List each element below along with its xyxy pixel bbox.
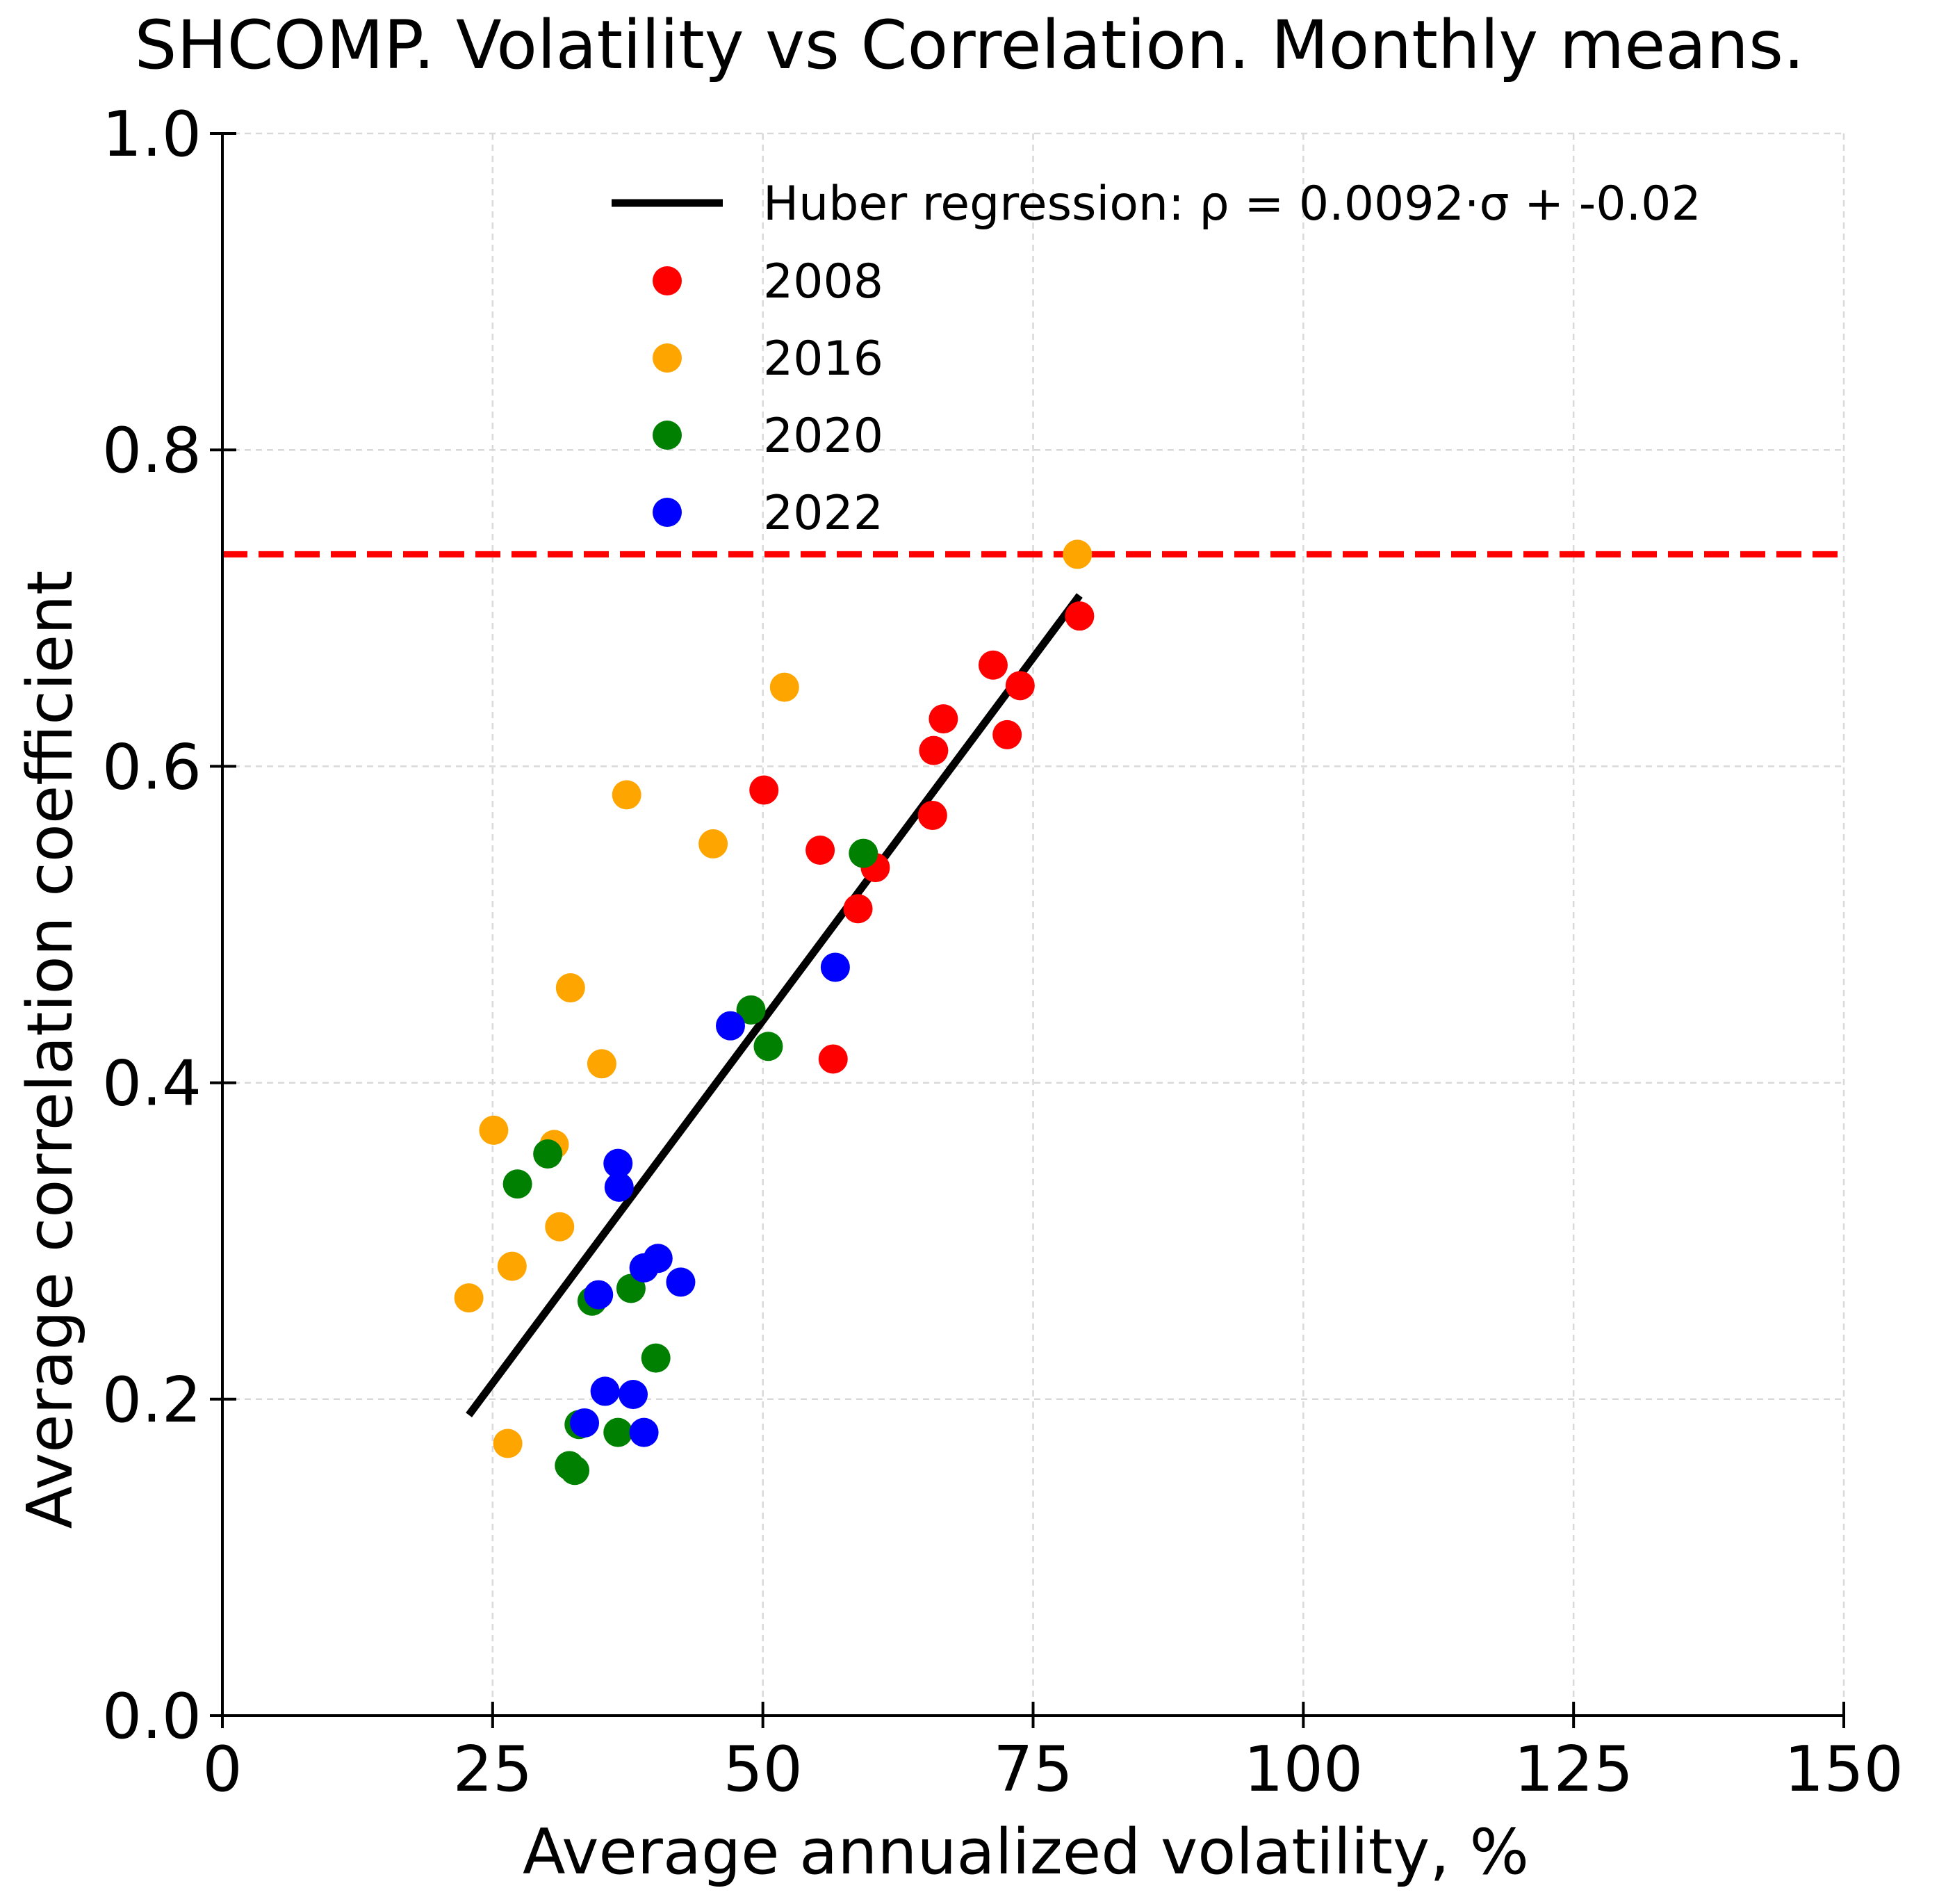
- x-tick-label: 75: [993, 1733, 1073, 1806]
- data-point-2022: [604, 1172, 634, 1202]
- data-point-2020: [560, 1456, 590, 1486]
- data-point-2008: [919, 735, 949, 765]
- x-tick-label: 100: [1243, 1733, 1363, 1806]
- legend-label-2020: 2020: [763, 409, 883, 464]
- grid-lines: [222, 132, 1845, 1716]
- data-point-2022: [629, 1417, 659, 1447]
- x-tick-label: 25: [453, 1733, 533, 1806]
- data-point-2008: [929, 704, 958, 734]
- data-point-2008: [843, 894, 873, 924]
- legend-label-2016: 2016: [763, 332, 883, 387]
- data-point-2020: [849, 838, 878, 868]
- data-points: [454, 539, 1095, 1486]
- data-point-2016: [493, 1429, 523, 1458]
- data-point-2022: [666, 1267, 696, 1297]
- data-point-2022: [590, 1376, 620, 1406]
- data-point-2022: [716, 1011, 746, 1041]
- y-tick-label: 0.2: [102, 1364, 202, 1437]
- data-point-2020: [736, 995, 766, 1025]
- data-point-2008: [1005, 671, 1035, 701]
- data-point-2022: [820, 952, 850, 982]
- data-point-2020: [603, 1417, 633, 1447]
- chart-legend: Huber regression: ρ = 0.0092·σ + -0.02 20…: [612, 177, 1701, 541]
- data-point-2008: [992, 719, 1022, 749]
- y-tick-label: 1.0: [102, 98, 202, 171]
- data-point-2020: [641, 1343, 671, 1373]
- legend-marker-2008: [653, 266, 682, 295]
- data-point-2022: [619, 1379, 648, 1409]
- data-point-2022: [570, 1408, 600, 1438]
- data-point-2008: [978, 650, 1008, 680]
- legend-regression-label: Huber regression: ρ = 0.0092·σ + -0.02: [763, 177, 1701, 231]
- regression-line: [466, 593, 1083, 1417]
- data-point-2016: [587, 1049, 616, 1079]
- x-tick-label: 50: [723, 1733, 803, 1806]
- data-point-2016: [769, 672, 799, 702]
- legend-marker-2020: [653, 421, 682, 450]
- data-point-2022: [603, 1148, 633, 1178]
- y-tick-label: 0.4: [102, 1048, 202, 1121]
- y-tick-label: 0.6: [102, 731, 202, 804]
- x-tick-label: 125: [1514, 1733, 1633, 1806]
- legend-marker-2016: [653, 343, 682, 373]
- legend-label-2008: 2008: [763, 254, 883, 309]
- y-axis-label: Average correlation coefficient: [14, 571, 87, 1529]
- data-point-2022: [629, 1253, 659, 1283]
- data-point-2008: [805, 836, 835, 865]
- data-point-2022: [584, 1280, 614, 1310]
- data-point-2020: [753, 1032, 783, 1061]
- chart-title: SHCOMP. Volatility vs Correlation. Month…: [135, 6, 1805, 84]
- data-point-2016: [555, 973, 585, 1003]
- data-point-2020: [533, 1139, 563, 1169]
- x-tick-label: 150: [1784, 1733, 1904, 1806]
- data-point-2016: [1063, 539, 1093, 569]
- data-point-2020: [502, 1169, 532, 1199]
- regression-line-layer: [466, 593, 1083, 1417]
- x-tick-label: 0: [202, 1733, 242, 1806]
- data-point-2016: [612, 780, 641, 810]
- data-point-2008: [1065, 601, 1095, 631]
- x-axis-label: Average annualized volatility, %: [523, 1816, 1529, 1889]
- data-point-2016: [497, 1251, 527, 1281]
- data-point-2008: [818, 1044, 848, 1074]
- data-point-2016: [698, 829, 728, 859]
- tick-labels: 0 25 50 75 100 125 150 0.0 0.2 0.4 0.6 0.8 1.0: [102, 98, 1904, 1806]
- y-tick-label: 0.8: [102, 414, 202, 487]
- data-point-2016: [454, 1283, 484, 1313]
- legend-label-2022: 2022: [763, 486, 883, 541]
- data-point-2008: [917, 800, 947, 830]
- legend-marker-2022: [653, 498, 682, 527]
- data-point-2008: [749, 775, 779, 805]
- data-point-2016: [545, 1212, 575, 1242]
- y-tick-label: 0.0: [102, 1680, 202, 1753]
- data-point-2016: [479, 1115, 509, 1145]
